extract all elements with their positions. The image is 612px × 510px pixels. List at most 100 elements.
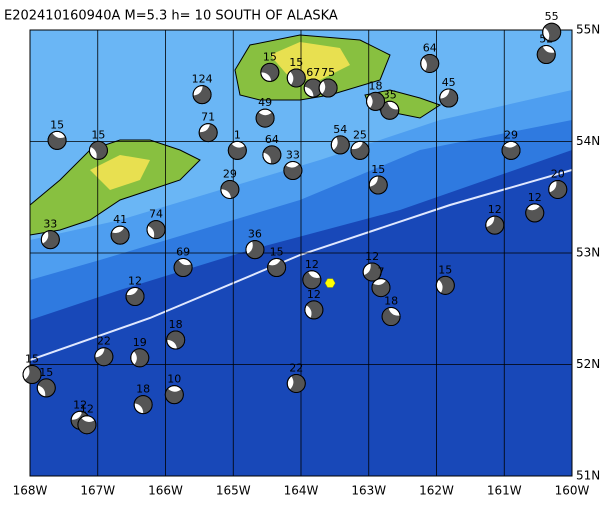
x-tick-label: 164W [284, 484, 319, 498]
focal-mechanism [146, 220, 166, 240]
beachball-outline [542, 22, 562, 42]
beachball-outline [304, 300, 324, 320]
beachball-outline [485, 215, 505, 235]
compressional-quadrant [77, 417, 96, 434]
compressional-quadrant [90, 141, 108, 160]
depth-label: 36 [248, 228, 262, 241]
compressional-quadrant [193, 85, 212, 104]
beachball-outline [110, 225, 130, 245]
compressional-quadrant [94, 347, 113, 366]
beachball-outline [283, 160, 303, 180]
x-tick-label: 167W [80, 484, 115, 498]
focal-mechanism [198, 123, 218, 143]
compressional-quadrant [283, 164, 302, 180]
trench-line [30, 169, 572, 361]
depth-label: 22 [97, 335, 111, 348]
focal-mechanism [542, 22, 562, 42]
focal-mechanism [110, 225, 130, 245]
x-tick-label: 163W [351, 484, 386, 498]
depth-label: 18 [136, 383, 150, 396]
depth-label: 19 [133, 336, 147, 349]
depth-label: 64 [265, 133, 279, 146]
beachball-outline [330, 135, 350, 155]
depth-label: 15 [289, 56, 303, 69]
compressional-quadrant [37, 378, 56, 397]
compressional-quadrant [549, 180, 567, 199]
compressional-quadrant [321, 78, 338, 97]
depth-label: 20 [551, 167, 565, 180]
focal-mechanism [255, 108, 275, 128]
focal-mechanism [302, 270, 322, 290]
compressional-quadrant [220, 180, 239, 199]
depth-label: 15 [438, 263, 452, 276]
beachball-outline [125, 286, 145, 306]
focal-mechanism [548, 179, 568, 199]
focal-mechanism [485, 215, 505, 235]
focal-mechanism [435, 275, 455, 295]
focal-mechanism [380, 100, 400, 120]
beachball-outline [47, 130, 67, 150]
depth-label: 15 [263, 50, 277, 63]
depth-label: 15 [371, 163, 385, 176]
compressional-quadrant [302, 271, 321, 289]
epicenter [324, 278, 336, 288]
compressional-quadrant [439, 89, 458, 108]
y-tick-label: 52N [576, 357, 600, 371]
beachball-outline [173, 257, 193, 277]
depth-label: 15 [91, 128, 105, 141]
compressional-quadrant [199, 123, 218, 142]
depth-label: 33 [286, 148, 300, 161]
compressional-quadrant [290, 68, 306, 87]
beachball-outline [362, 262, 382, 282]
depth-label: 12 [307, 288, 321, 301]
beachball-outline [133, 395, 153, 415]
compressional-quadrant [228, 143, 247, 160]
compressional-quadrant [369, 175, 388, 194]
depth-label: 15 [39, 366, 53, 379]
focal-mechanism [245, 240, 265, 260]
depth-label: 18 [369, 79, 383, 92]
beachball-outline [536, 45, 556, 65]
depth-label: 12 [488, 203, 502, 216]
beachball-outline [371, 278, 391, 298]
beachball-outline [420, 53, 440, 73]
depth-label: 18 [384, 295, 398, 308]
focal-mechanism [22, 365, 42, 385]
beachball-outline [262, 145, 282, 165]
focal-mechanism [36, 378, 56, 398]
beachball-outline [286, 68, 306, 88]
depth-label: 29 [504, 128, 518, 141]
focal-mechanism [381, 307, 401, 327]
compressional-quadrant [422, 54, 439, 73]
compressional-quadrant [126, 288, 145, 306]
beachball-outline [245, 240, 265, 260]
compressional-quadrant [525, 205, 544, 222]
beachball-outline [255, 108, 275, 128]
beachball-outline [380, 100, 400, 120]
depth-label: 67 [306, 66, 320, 79]
focal-mechanism [368, 175, 388, 195]
y-tick-label: 55N [576, 23, 600, 37]
focal-mechanism [286, 373, 306, 393]
beachball-outline [439, 88, 459, 108]
x-tick-label: 162W [419, 484, 454, 498]
depth-label: 45 [442, 76, 456, 89]
beachball-outline [548, 179, 568, 199]
x-tick-label: 168W [13, 484, 48, 498]
beachball-outline [146, 220, 166, 240]
compressional-quadrant [363, 262, 382, 281]
beachball-outline [501, 140, 521, 160]
compressional-quadrant [42, 230, 60, 249]
beachball-outline [318, 78, 338, 98]
depth-label: 75 [321, 66, 335, 79]
beachball-outline [77, 415, 97, 435]
depth-label: 10 [167, 373, 181, 386]
depth-label: 71 [201, 111, 215, 124]
compressional-quadrant [544, 23, 561, 42]
focal-mechanism [173, 257, 193, 277]
beachball-outline [94, 347, 114, 367]
focal-mechanism [525, 203, 545, 223]
focal-mechanism [47, 130, 67, 150]
compressional-quadrant [260, 63, 279, 82]
compressional-quadrant [165, 388, 184, 404]
